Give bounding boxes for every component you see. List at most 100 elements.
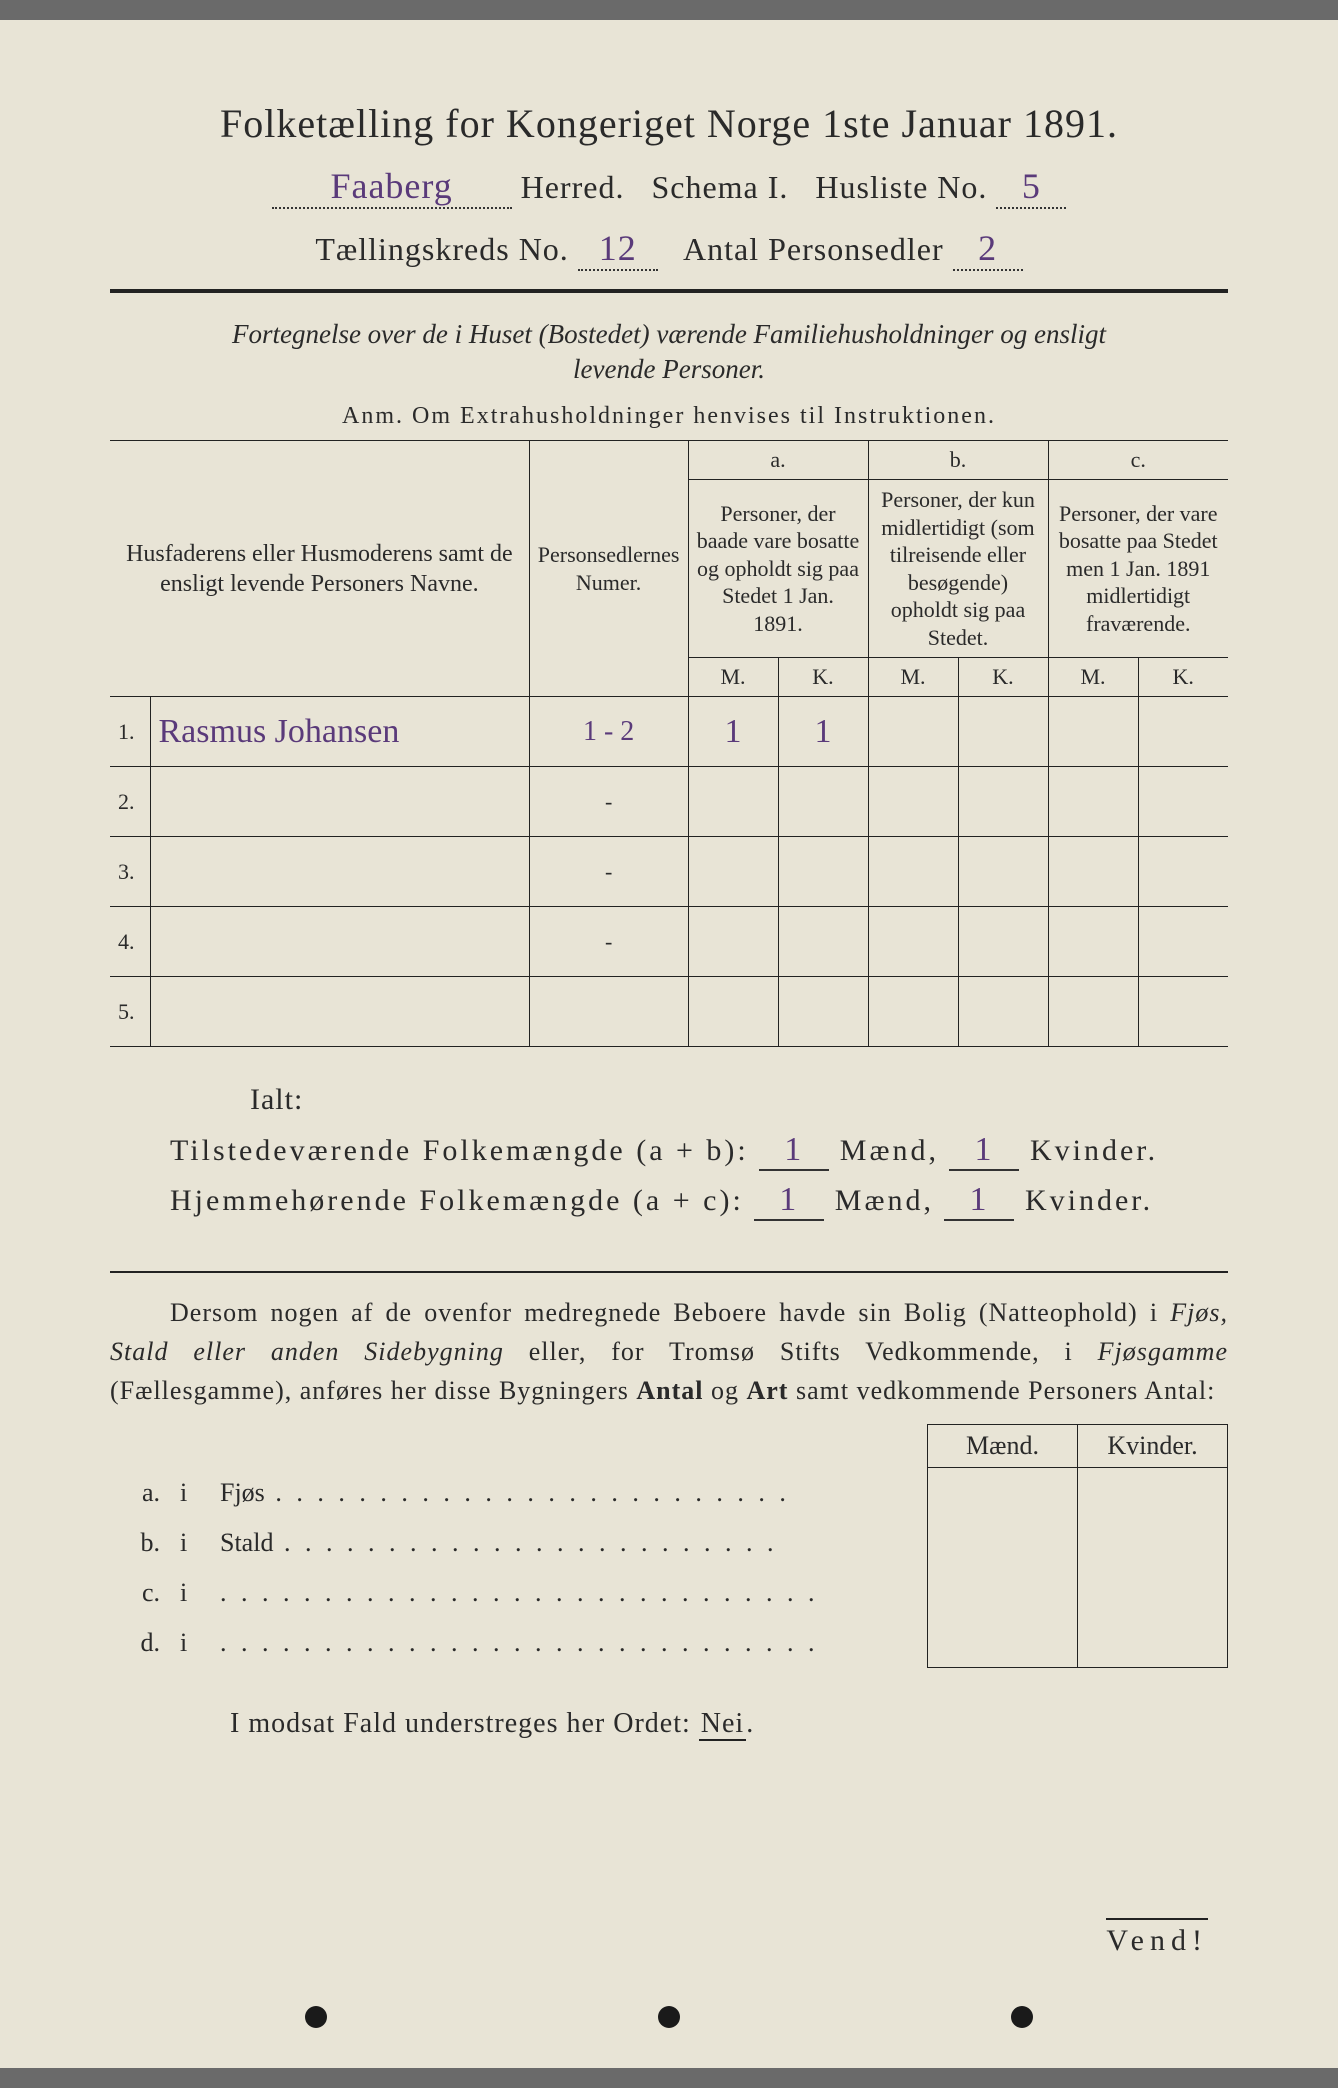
hole-icon [305,2006,327,2028]
census-form-page: Folketælling for Kongeriget Norge 1ste J… [0,20,1338,2068]
col2-head: Personsedlernes Numer. [538,542,680,595]
kreds-label: Tællingskreds No. [315,231,568,267]
sub-i: i [170,1518,210,1568]
col-c-head: Personer, der vare bosatte paa Stedet me… [1059,501,1218,636]
maend-label: Mænd, [840,1134,939,1167]
total-line-2: Hjemmehørende Folkemængde (a + c): 1 Mæn… [170,1181,1228,1221]
ialt-label: Ialt: [250,1083,1228,1117]
kvinder-label: Kvinder. [1025,1184,1153,1217]
sub-label: Fjøs [220,1478,265,1507]
hole-icon [658,2006,680,2028]
dots: . . . . . . . . . . . . . . . . . . . . … [220,1578,819,1607]
nei-line: I modsat Fald understreges her Ordet: Ne… [230,1708,1228,1740]
col-c-letter: c. [1048,441,1228,480]
dots: . . . . . . . . . . . . . . . . . . . . … [265,1478,790,1507]
subtitle-1: Fortegnelse over de i Huset (Bostedet) v… [110,319,1228,350]
antal-fill: 2 [978,227,997,269]
kreds-fill: 12 [599,227,637,269]
table-row: 2. - [110,767,1228,837]
maend-label: Mænd, [835,1184,934,1217]
para-text: samt vedkommende Personers Antal: [788,1376,1215,1405]
sub-i: i [170,1618,210,1668]
para-text: Antal [636,1376,703,1405]
para-text: (Fællesgamme), anføres her disse Bygning… [110,1376,636,1405]
para-text: Fjøsgamme [1098,1337,1228,1366]
building-paragraph: Dersom nogen af de ovenfor medregnede Be… [110,1293,1228,1410]
col-b-letter: b. [868,441,1048,480]
sub-row: a. i Fjøs . . . . . . . . . . . . . . . … [110,1468,1228,1518]
sub-label: Stald [220,1528,273,1557]
header-row-2: Tællingskreds No. 12 Antal Personsedler … [110,227,1228,271]
b-m: M. [868,658,958,697]
c-m: M. [1048,658,1138,697]
row-sedler [529,977,688,1047]
sub-table: Mænd. Kvinder. a. i Fjøs . . . . . . . .… [110,1424,1228,1668]
b-k: K. [958,658,1048,697]
para-text: og [703,1376,746,1405]
col1-head: Husfaderens eller Husmoderens samt de en… [126,541,513,597]
dots: . . . . . . . . . . . . . . . . . . . . … [273,1528,777,1557]
nei-word: Nei [699,1708,746,1741]
total1-k: 1 [974,1131,994,1168]
row-num: 3. [110,837,150,907]
col-b-head: Personer, der kun midlertidigt (som tilr… [881,487,1035,650]
hole-icon [1011,2006,1033,2028]
col-a-letter: a. [688,441,868,480]
sub-kvinder: Kvinder. [1078,1425,1228,1468]
a-k: K. [778,658,868,697]
husliste-fill: 5 [1022,165,1041,207]
husliste-label: Husliste No. [815,169,987,205]
sub-letter: d. [110,1618,170,1668]
sub-row: d. i . . . . . . . . . . . . . . . . . .… [110,1618,1228,1668]
table-row: 1. Rasmus Johansen 1 - 2 1 1 [110,697,1228,767]
total2-k: 1 [969,1181,989,1218]
page-title: Folketælling for Kongeriget Norge 1ste J… [110,100,1228,147]
herred-fill: Faaberg [330,165,452,207]
row-num: 1. [110,697,150,767]
total1-label: Tilstedeværende Folkemængde (a + b): [170,1134,749,1167]
total2-label: Hjemmehørende Folkemængde (a + c): [170,1184,744,1217]
divider [110,1271,1228,1273]
row-num: 4. [110,907,150,977]
dots: . . . . . . . . . . . . . . . . . . . . … [220,1628,819,1657]
table-row: 5. [110,977,1228,1047]
row-num: 2. [110,767,150,837]
anm-note: Anm. Om Extrahusholdninger henvises til … [110,403,1228,430]
subtitle-2: levende Personer. [110,354,1228,385]
a-m: M. [688,658,778,697]
cell: 1 [725,713,742,750]
table-row: 3. - [110,837,1228,907]
table-row: 4. - [110,907,1228,977]
para-text: eller, for Tromsø Stifts Vedkommende, i [504,1337,1098,1366]
herred-label: Herred. [521,169,625,205]
row-sedler: - [529,837,688,907]
sub-letter: a. [110,1468,170,1518]
header-row-1: Faaberg Herred. Schema I. Husliste No. 5 [110,165,1228,209]
sub-letter: c. [110,1568,170,1618]
c-k: K. [1138,658,1228,697]
row-sedler: 1 - 2 [583,716,634,747]
vend-label: Vend! [1106,1918,1208,1958]
row-num: 5. [110,977,150,1047]
nei-text: I modsat Fald understreges her Ordet: [230,1708,699,1739]
sub-i: i [170,1568,210,1618]
nei-dot: . [746,1708,754,1739]
para-text: Art [746,1376,788,1405]
divider [110,289,1228,293]
sub-row: b. i Stald . . . . . . . . . . . . . . .… [110,1518,1228,1568]
para-text: Dersom nogen af de ovenfor medregnede Be… [170,1298,1170,1327]
kvinder-label: Kvinder. [1030,1134,1158,1167]
antal-label: Antal Personsedler [683,231,944,267]
cell: 1 [815,713,832,750]
schema-label: Schema I. [651,169,788,205]
binding-holes [0,2006,1338,2028]
row-name: Rasmus Johansen [159,713,400,750]
total-line-1: Tilstedeværende Folkemængde (a + b): 1 M… [170,1131,1228,1171]
main-table: Husfaderens eller Husmoderens samt de en… [110,440,1228,1047]
sub-maend: Mænd. [928,1425,1078,1468]
total2-m: 1 [779,1181,799,1218]
sub-row: c. i . . . . . . . . . . . . . . . . . .… [110,1568,1228,1618]
col-a-head: Personer, der baade vare bosatte og opho… [697,501,859,636]
row-sedler: - [529,907,688,977]
sub-letter: b. [110,1518,170,1568]
